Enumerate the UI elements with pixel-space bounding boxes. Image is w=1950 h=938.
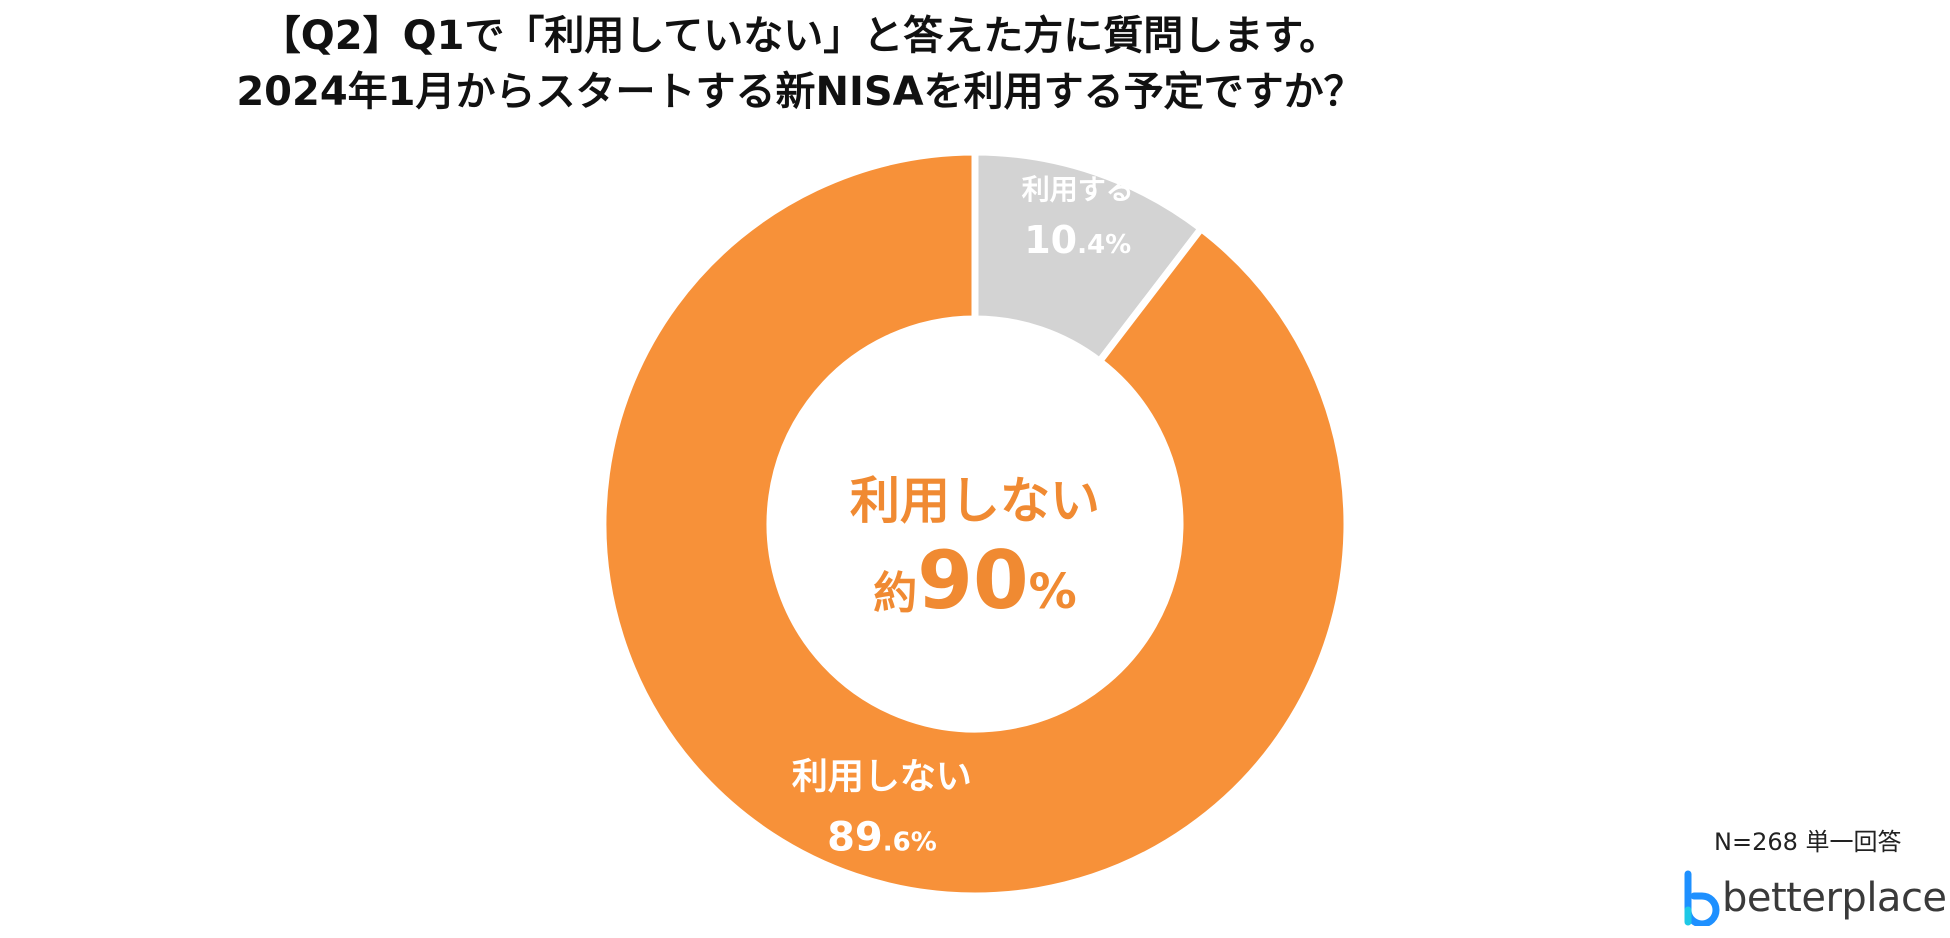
pie-slice-2	[599, 148, 1351, 900]
slice-value-2: 89.6%	[827, 815, 937, 861]
slice-value-1: 10.4%	[1024, 218, 1131, 262]
center-value: 約90%	[873, 534, 1076, 627]
title-line-1: 【Q2】Q1で「利用していない」と答えた方に質問します。	[260, 13, 1340, 59]
betterplace-logo-icon	[1684, 870, 1720, 926]
title-line-2: 2024年1月からスタートする新NISAを利用する予定ですか？	[236, 69, 1364, 115]
brand-name: betterplace	[1722, 875, 1947, 921]
center-label: 利用しない	[850, 472, 1100, 530]
sample-note: N=268 単一回答	[1714, 828, 1902, 856]
chart-title: 【Q2】Q1で「利用していない」と答えた方に質問します。 2024年1月からスタ…	[0, 8, 1600, 120]
slice-label-1: 利用する	[1022, 173, 1134, 206]
brand-logo: betterplace	[1680, 868, 1947, 928]
slice-label-2: 利用しない	[792, 757, 972, 798]
